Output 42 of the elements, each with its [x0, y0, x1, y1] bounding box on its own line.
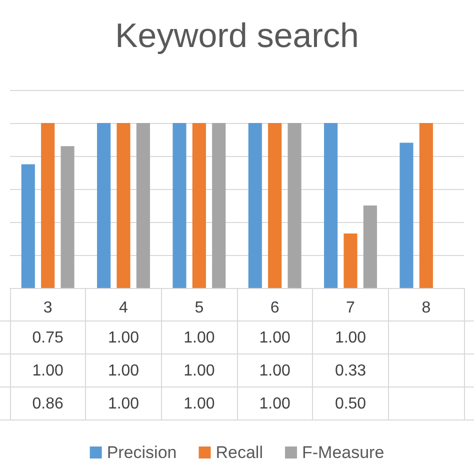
bar [248, 123, 262, 288]
legend-label: Precision [106, 443, 177, 462]
x-tick-label: 5 [194, 300, 204, 316]
x-tick-label: 3 [43, 300, 52, 316]
legend-label: F-Measure [302, 443, 384, 462]
data-label: 1.00 [184, 362, 215, 380]
data-label: 1.00 [334, 330, 366, 346]
data-label: 1.00 [184, 330, 215, 346]
bar [97, 123, 111, 288]
bar [136, 123, 150, 288]
bar [21, 164, 35, 288]
bar [41, 123, 55, 288]
bar [172, 123, 186, 288]
bar [419, 123, 433, 288]
data-label: 1.00 [108, 396, 140, 412]
x-tick-label: 7 [346, 300, 356, 316]
data-label: 0.50 [334, 396, 366, 412]
bar [212, 123, 226, 288]
bar [324, 123, 338, 288]
data-label: 1.00 [108, 330, 140, 346]
data-label: 1.00 [108, 362, 140, 380]
bar [60, 146, 74, 288]
data-label: 0.86 [32, 396, 64, 412]
bar [268, 123, 282, 288]
data-label: 1.00 [259, 396, 291, 412]
x-tick-label: 6 [270, 300, 280, 316]
bar [400, 142, 414, 288]
x-tick-label: 8 [422, 300, 431, 316]
data-label: 0.75 [32, 330, 64, 346]
chart-title: Keyword search [115, 17, 359, 55]
data-label: 0.33 [334, 362, 366, 380]
legend-label: Recall [216, 443, 263, 462]
bar [363, 206, 377, 288]
bar [344, 234, 358, 288]
data-label: 1.00 [184, 396, 215, 412]
bar [192, 123, 206, 288]
data-label: 1.00 [259, 330, 291, 346]
data-label: 1.00 [32, 362, 64, 380]
bar [288, 123, 302, 288]
data-label: 1.00 [259, 362, 291, 380]
bar [116, 123, 130, 288]
x-tick-label: 4 [119, 300, 128, 316]
